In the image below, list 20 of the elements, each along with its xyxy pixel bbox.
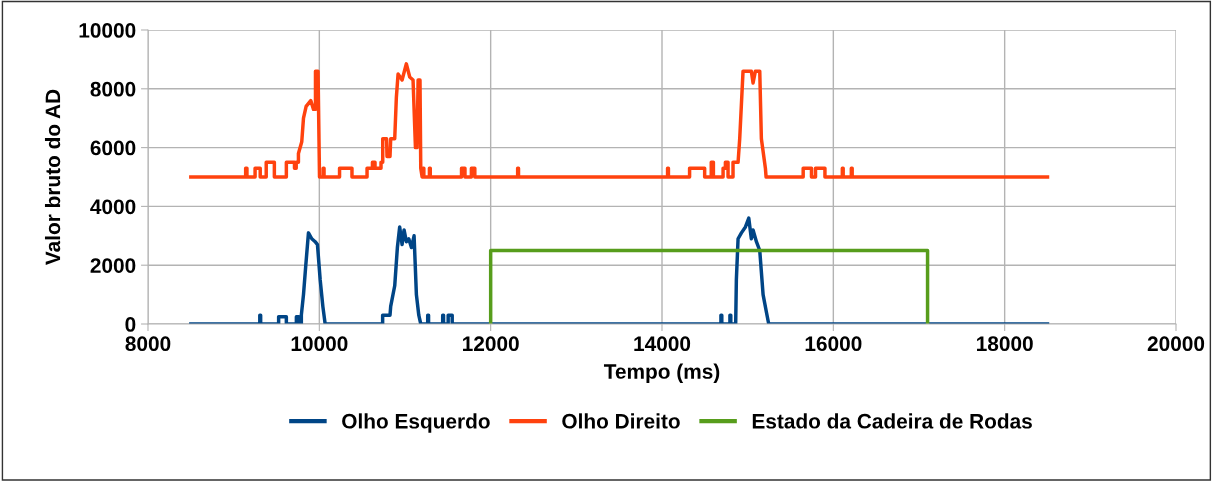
x-tick-label: 16000 (805, 336, 862, 352)
y-tick-label: 10000 (79, 23, 136, 38)
y-tick-label: 4000 (90, 199, 136, 215)
x-tick-label: 20000 (1147, 336, 1205, 352)
legend-label: Olho Esquerdo (342, 413, 490, 433)
x-tick-label: 8000 (125, 336, 171, 352)
x-tick-label: 18000 (977, 336, 1033, 352)
line-series (189, 62, 1050, 179)
x-axis-title: Tempo (ms) (603, 363, 720, 383)
y-tick-label: 6000 (90, 140, 136, 156)
x-tick-label: 12000 (463, 336, 519, 352)
y-tick-label: 0 (125, 317, 136, 332)
x-tick-label: 10000 (291, 336, 348, 352)
y-tick-label: 2000 (90, 258, 136, 273)
y-tick-label: 8000 (90, 81, 136, 97)
line-series (189, 216, 1050, 324)
y-axis-title: Valor bruto do AD (44, 89, 61, 266)
x-tick-label: 14000 (634, 336, 691, 352)
legend-label: Estado da Cadeira de Rodas (752, 413, 1032, 429)
legend-label: Olho Direito (562, 413, 680, 429)
